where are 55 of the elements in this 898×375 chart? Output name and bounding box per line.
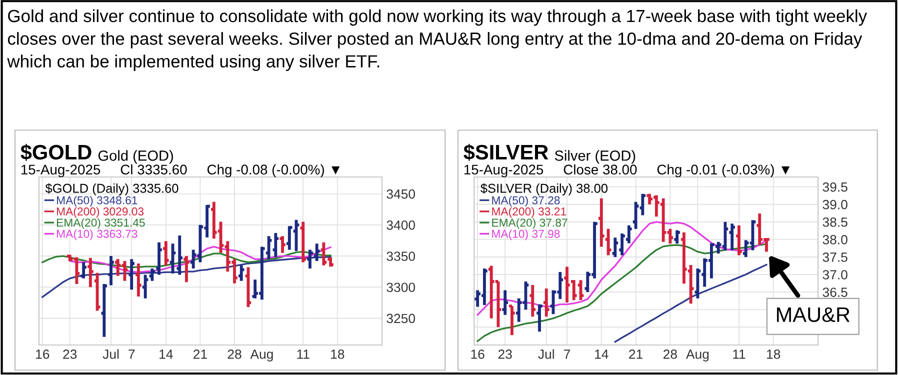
annotation: Chg -0.08 (-0.00%) ▼ xyxy=(207,164,340,178)
chart-title: $SILVER xyxy=(464,144,548,161)
legend-title: $SILVER (Daily) 38.00 xyxy=(480,183,608,196)
y-tick-label: 37.0 xyxy=(822,270,848,280)
x-tick-label: 7 xyxy=(128,350,135,359)
legend-label: EMA(20) 37.87 xyxy=(492,218,568,229)
legend-label: MA(50) 3348.61 xyxy=(56,196,138,207)
line-series xyxy=(614,264,768,343)
x-tick-label: Aug xyxy=(250,350,273,362)
x-tick-label: 23 xyxy=(63,350,77,359)
y-tick-label: 3300 xyxy=(386,282,416,292)
annotation: 15-Aug-2025 xyxy=(21,164,100,178)
x-tick-label: 28 xyxy=(664,350,677,359)
x-tick-label: 23 xyxy=(498,350,512,359)
annotation: 15-Aug-2025 xyxy=(464,164,544,178)
chart-title: $GOLD xyxy=(20,144,92,161)
x-tick-label: 21 xyxy=(629,350,642,359)
y-tick-label: 36.5 xyxy=(822,288,848,297)
x-tick-label: 16 xyxy=(471,350,484,359)
x-tick-label: Jul xyxy=(102,349,119,359)
y-tick-label: 39.5 xyxy=(822,182,848,192)
text: Gold and silver continue to consolidate with gold now working its way through a 17-week base with tight weekly closes over the past several weeks. Silver posted an MAU&R long entry at the 10-dma and 20-dema on Friday which can be implemented using any silver ETF. xyxy=(7,9,868,71)
y-tick-label: 3350 xyxy=(386,252,416,261)
legend-label: MA(50) 37.28 xyxy=(492,196,560,207)
x-tick-label: 14 xyxy=(595,350,608,359)
chart-subtitle: Silver (EOD) xyxy=(554,150,636,164)
text: Close 38.00 xyxy=(564,164,637,175)
x-tick-label: 18 xyxy=(767,350,780,359)
annotation: MAU&R xyxy=(777,307,850,322)
x-tick-label: Aug xyxy=(686,350,709,362)
y-tick-label: 3400 xyxy=(386,220,416,230)
x-tick-label: 28 xyxy=(228,350,242,359)
y-tick-label: 3250 xyxy=(386,314,416,324)
x-tick-label: 14 xyxy=(160,350,173,359)
x-tick-label: 11 xyxy=(297,350,310,359)
legend-label: MA(200) 3029.03 xyxy=(56,207,144,218)
legend-label: EMA(20) 3351.45 xyxy=(56,218,145,229)
legend-label: MA(10) 3363.73 xyxy=(56,230,138,240)
text: Cl 3335.60 xyxy=(120,164,187,175)
y-tick-label: 38.0 xyxy=(822,235,848,244)
y-tick-label: 3450 xyxy=(386,189,416,199)
annotation: Chg -0.01 (-0.03%) ▼ xyxy=(657,164,790,178)
x-tick-label: Jul xyxy=(538,349,554,359)
chart-subtitle: Gold (EOD) xyxy=(98,150,173,164)
x-tick-label: 18 xyxy=(331,350,344,359)
y-tick-label: 39.0 xyxy=(822,200,848,210)
y-tick-label: 37.5 xyxy=(822,252,848,262)
y-tick-label: 38.5 xyxy=(822,217,848,227)
legend-title: $GOLD (Daily) 3335.60 xyxy=(45,183,178,196)
x-tick-label: 16 xyxy=(36,350,50,359)
legend-label: MA(10) 37.98 xyxy=(492,230,560,240)
x-tick-label: 21 xyxy=(194,350,207,359)
x-tick-label: 11 xyxy=(733,350,746,359)
x-tick-label: 7 xyxy=(564,350,570,359)
legend-label: MA(200) 33.21 xyxy=(492,207,566,218)
